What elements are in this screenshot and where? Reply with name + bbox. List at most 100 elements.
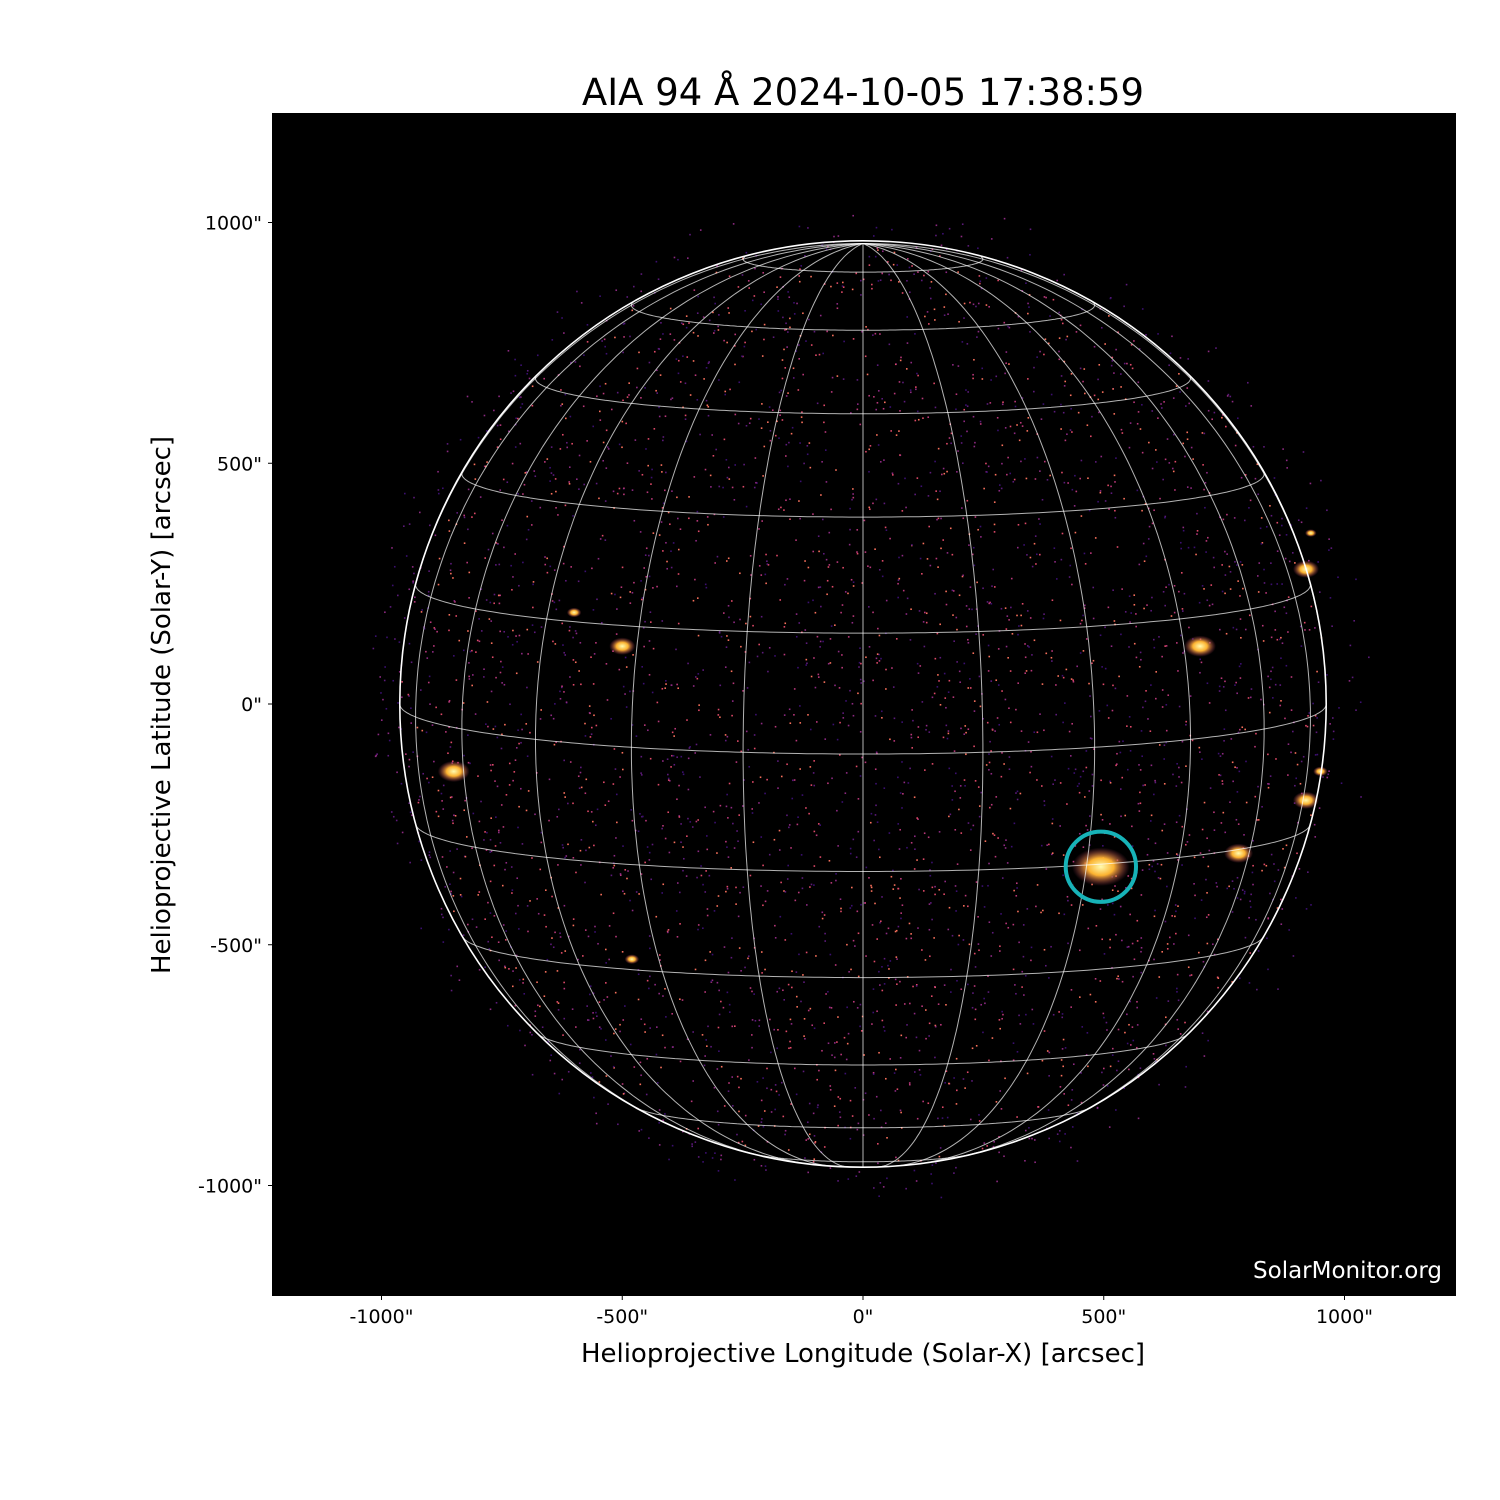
active-region xyxy=(566,607,582,618)
emission-pixel xyxy=(841,604,844,606)
emission-pixel xyxy=(990,238,993,240)
emission-pixel xyxy=(1332,717,1334,719)
emission-pixel xyxy=(1270,853,1273,856)
emission-pixel xyxy=(704,583,707,586)
emission-pixel xyxy=(1021,425,1024,427)
emission-pixel xyxy=(1114,687,1117,690)
emission-pixel xyxy=(735,761,738,763)
emission-pixel xyxy=(755,713,757,716)
emission-pixel xyxy=(504,868,506,871)
emission-pixel xyxy=(1257,591,1260,593)
emission-pixel xyxy=(1041,498,1044,501)
emission-pixel xyxy=(939,703,942,706)
emission-pixel xyxy=(740,750,743,753)
emission-pixel xyxy=(1016,798,1019,801)
emission-pixel xyxy=(640,1074,642,1077)
emission-pixel xyxy=(1281,524,1283,527)
emission-pixel xyxy=(974,1008,977,1011)
emission-pixel xyxy=(390,811,393,813)
emission-pixel xyxy=(536,981,538,984)
emission-pixel xyxy=(677,622,680,625)
emission-pixel xyxy=(676,798,678,801)
emission-pixel xyxy=(483,839,485,841)
emission-pixel xyxy=(456,512,458,514)
emission-pixel xyxy=(917,726,920,728)
emission-pixel xyxy=(953,1077,955,1079)
emission-pixel xyxy=(763,1110,766,1112)
emission-pixel xyxy=(829,1085,832,1087)
emission-pixel xyxy=(1126,1013,1128,1016)
emission-pixel xyxy=(1198,746,1201,749)
emission-pixel xyxy=(935,224,938,227)
emission-pixel xyxy=(607,1103,609,1105)
emission-pixel xyxy=(939,1147,942,1149)
emission-pixel xyxy=(412,751,414,753)
emission-pixel xyxy=(1309,482,1312,485)
emission-pixel xyxy=(418,840,421,843)
emission-pixel xyxy=(704,891,707,893)
emission-pixel xyxy=(1164,458,1167,461)
emission-pixel xyxy=(660,1066,662,1069)
emission-pixel xyxy=(664,687,667,689)
emission-pixel xyxy=(728,312,730,314)
emission-pixel xyxy=(979,420,982,423)
emission-pixel xyxy=(1041,785,1043,787)
emission-pixel xyxy=(709,474,712,477)
emission-pixel xyxy=(680,823,682,825)
emission-pixel xyxy=(471,516,473,518)
emission-pixel xyxy=(500,747,503,750)
emission-pixel xyxy=(1190,974,1193,976)
emission-pixel xyxy=(880,657,882,660)
emission-pixel xyxy=(1133,603,1136,606)
emission-pixel xyxy=(840,910,842,913)
emission-pixel xyxy=(1155,697,1157,700)
emission-pixel xyxy=(1263,863,1266,866)
emission-pixel xyxy=(839,1097,842,1100)
emission-pixel xyxy=(815,955,817,957)
emission-pixel xyxy=(1252,839,1254,842)
emission-pixel xyxy=(734,1179,736,1181)
emission-pixel xyxy=(1204,481,1207,484)
emission-pixel xyxy=(662,439,664,442)
emission-pixel xyxy=(1045,296,1047,299)
emission-pixel xyxy=(888,832,891,834)
emission-pixel xyxy=(1116,1069,1118,1072)
emission-pixel xyxy=(1016,546,1019,549)
emission-pixel xyxy=(852,939,855,942)
emission-pixel xyxy=(623,322,626,325)
emission-pixel xyxy=(1113,372,1115,374)
emission-pixel xyxy=(507,349,510,352)
emission-pixel xyxy=(1024,1129,1027,1132)
emission-pixel xyxy=(946,552,949,554)
emission-pixel xyxy=(658,954,661,956)
emission-pixel xyxy=(986,721,989,724)
emission-pixel xyxy=(429,856,432,859)
emission-pixel xyxy=(839,1116,842,1119)
emission-pixel xyxy=(922,417,924,419)
emission-pixel xyxy=(831,1054,833,1056)
emission-pixel xyxy=(672,1046,674,1048)
emission-pixel xyxy=(463,516,466,519)
emission-pixel xyxy=(830,285,832,288)
emission-pixel xyxy=(778,391,781,394)
emission-pixel xyxy=(1212,943,1214,946)
emission-pixel xyxy=(401,681,403,683)
emission-pixel xyxy=(1360,796,1362,798)
emission-pixel xyxy=(640,397,642,399)
emission-pixel xyxy=(717,1123,720,1126)
emission-pixel xyxy=(708,319,711,322)
emission-pixel xyxy=(450,893,453,895)
emission-pixel xyxy=(497,941,500,944)
emission-pixel xyxy=(508,762,511,765)
emission-pixel xyxy=(578,1062,581,1065)
emission-pixel xyxy=(876,662,878,664)
emission-pixel xyxy=(593,844,595,847)
emission-pixel xyxy=(952,696,955,698)
emission-pixel xyxy=(433,627,436,629)
emission-pixel xyxy=(826,579,829,582)
emission-pixel xyxy=(1137,1076,1140,1079)
emission-pixel xyxy=(551,895,553,898)
emission-pixel xyxy=(1036,884,1039,886)
emission-pixel xyxy=(798,622,801,624)
emission-pixel xyxy=(657,1081,659,1084)
